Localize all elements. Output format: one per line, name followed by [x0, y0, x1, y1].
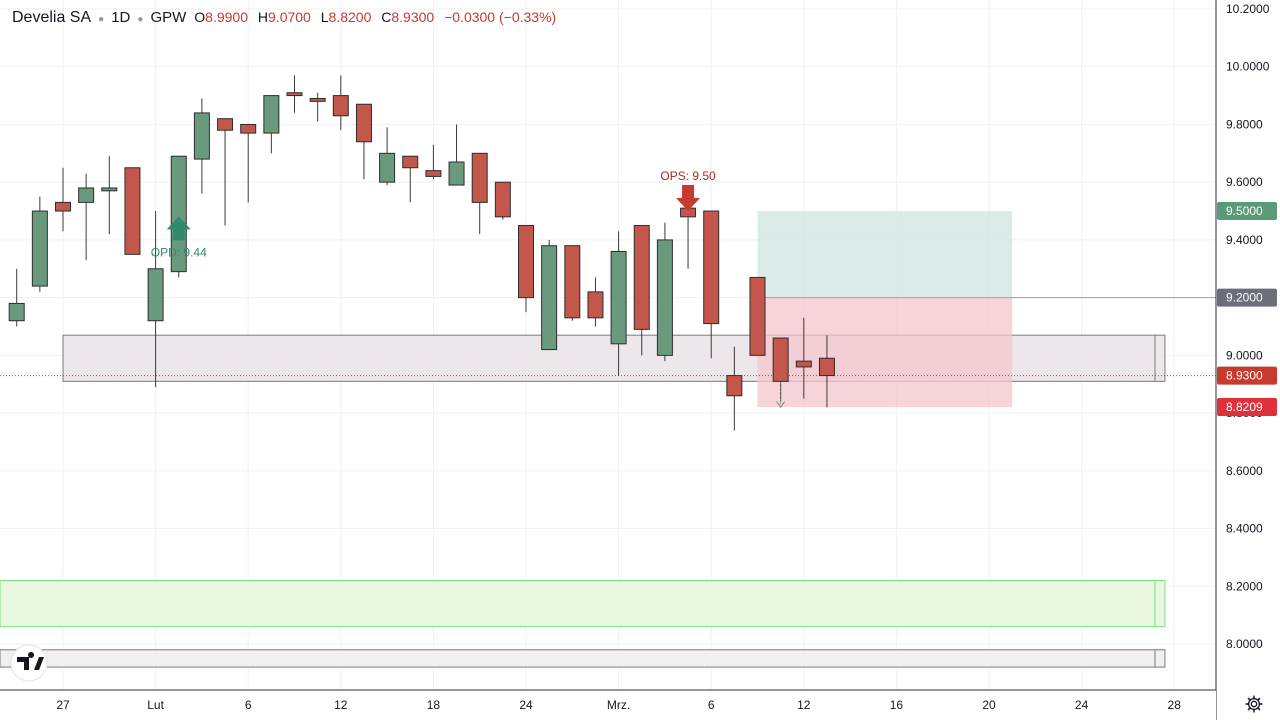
interval-label[interactable]: 1D — [111, 9, 131, 26]
high-value: 9.0700 — [268, 9, 311, 25]
candle-body[interactable] — [55, 201, 71, 212]
price-axis[interactable] — [1216, 0, 1280, 720]
time-tick-label: Lut — [147, 698, 164, 712]
time-tick-label: Mrz. — [607, 698, 630, 712]
ohlc-readout: O8.9900 H9.0700 L8.8200 C8.9300 −0.0300 … — [194, 9, 562, 25]
candle-body[interactable] — [448, 161, 465, 186]
time-tick-label: 27 — [56, 698, 70, 712]
time-tick-label: 6 — [708, 698, 715, 712]
candle-body[interactable] — [286, 92, 303, 97]
price-tick-label: 9.8000 — [1226, 117, 1263, 131]
candle-body[interactable] — [795, 360, 812, 368]
price-label-badge — [1217, 202, 1277, 221]
arrow-up-icon — [166, 216, 191, 241]
zone-target[interactable] — [757, 211, 1013, 298]
candle-body[interactable] — [587, 291, 604, 319]
low-key: L — [320, 9, 329, 25]
change-value: −0.0300 (−0.33%) — [444, 9, 557, 25]
candle-body[interactable] — [355, 103, 372, 143]
candle-body[interactable] — [656, 239, 673, 356]
price-tick-label: 8.2000 — [1226, 579, 1263, 593]
separator-dot: ● — [137, 14, 144, 25]
candle-body[interactable] — [147, 268, 164, 322]
candle-body[interactable] — [263, 95, 280, 134]
candle-body[interactable] — [494, 181, 511, 218]
price-label-text: 9.5000 — [1226, 204, 1263, 218]
price-label-text: 8.8209 — [1226, 400, 1263, 414]
candle-body[interactable] — [332, 95, 349, 117]
price-tick-label: 9.4000 — [1226, 233, 1263, 247]
price-tick-label: 8.6000 — [1226, 464, 1263, 478]
logo-mark — [17, 652, 44, 670]
price-tick-label: 10.2000 — [1226, 2, 1270, 16]
candle-body[interactable] — [124, 167, 141, 255]
low-value: 8.8200 — [328, 9, 372, 25]
candle-body[interactable] — [31, 210, 48, 287]
time-tick-label: 24 — [1075, 698, 1089, 712]
price-tick-label: 8.0000 — [1226, 637, 1263, 651]
time-tick-label: 16 — [890, 698, 904, 712]
annotation-label: OPD: 9.44 — [151, 245, 207, 259]
zone-support[interactable] — [0, 580, 1166, 628]
time-tick-label: 6 — [245, 698, 252, 712]
time-tick-label: 28 — [1168, 698, 1182, 712]
candle-body[interactable] — [633, 224, 650, 330]
candle-body[interactable] — [749, 276, 766, 356]
candle-body[interactable] — [217, 118, 234, 131]
annotation-label: OPS: 9.50 — [660, 169, 716, 183]
time-axis[interactable] — [0, 690, 1216, 720]
price-tick-label: 9.0000 — [1226, 348, 1263, 362]
candle-body[interactable] — [772, 337, 789, 382]
candle-body[interactable] — [379, 152, 396, 183]
time-tick-label: 12 — [797, 698, 811, 712]
projection-arrow-head — [776, 401, 786, 409]
open-key: O — [194, 9, 206, 25]
symbol-name[interactable]: Develia SA — [12, 9, 92, 26]
price-label-text: 8.9300 — [1226, 369, 1263, 383]
candle-body[interactable] — [78, 187, 95, 203]
candle-body[interactable] — [518, 224, 534, 299]
candle-body[interactable] — [402, 155, 419, 169]
candle-body[interactable] — [703, 210, 720, 325]
candle-body[interactable] — [541, 245, 558, 351]
price-tick-label: 9.6000 — [1226, 175, 1263, 189]
zone-lower[interactable] — [0, 649, 1166, 668]
time-tick-label: 12 — [334, 698, 348, 712]
price-label-badge — [1217, 366, 1277, 385]
candle-body[interactable] — [425, 170, 442, 177]
price-label-text: 9.2000 — [1226, 291, 1263, 305]
candle-body[interactable] — [8, 302, 25, 322]
zone-stop[interactable] — [757, 297, 1013, 408]
candle-body[interactable] — [240, 123, 257, 134]
open-value: 8.9900 — [205, 9, 248, 25]
candle-body[interactable] — [193, 112, 210, 160]
high-key: H — [257, 9, 269, 25]
candle-body[interactable] — [170, 155, 187, 273]
candle-body[interactable] — [610, 250, 627, 345]
price-label-badge — [1217, 398, 1277, 417]
time-tick-label: 24 — [519, 698, 533, 712]
time-tick-label: 18 — [427, 698, 441, 712]
price-label-badge — [1217, 288, 1277, 307]
close-value: 8.9300 — [391, 9, 435, 25]
price-tick-label: 10.0000 — [1226, 60, 1270, 74]
candle-body[interactable] — [101, 187, 118, 192]
candle-body[interactable] — [818, 357, 835, 377]
exchange-label: GPW — [150, 9, 187, 26]
candle-body[interactable] — [564, 245, 581, 319]
symbol-header: Develia SA ● 1D ● GPW O8.9900 H9.0700 L8… — [12, 9, 562, 27]
candle-body[interactable] — [309, 97, 326, 102]
arrow-down-icon — [676, 185, 701, 212]
gear-icon[interactable] — [1244, 694, 1264, 714]
time-tick-label: 20 — [982, 698, 996, 712]
price-tick-label: 8.4000 — [1226, 522, 1263, 536]
separator-dot: ● — [98, 14, 105, 25]
candle-body[interactable] — [726, 375, 743, 397]
candle-body[interactable] — [471, 152, 488, 203]
close-key: C — [381, 9, 392, 25]
